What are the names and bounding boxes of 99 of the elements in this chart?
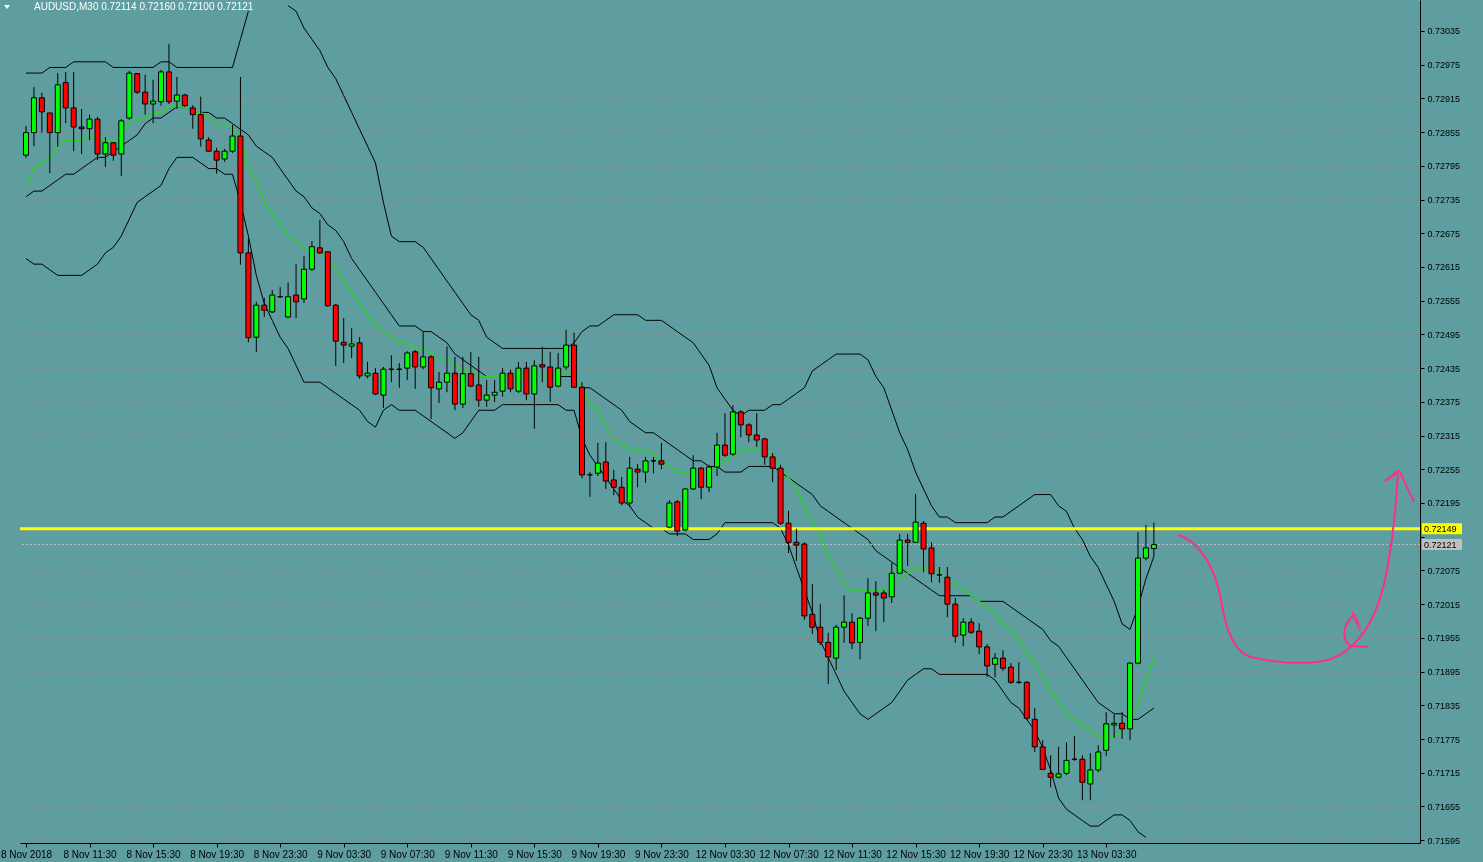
y-tick-label: 0.72375 bbox=[1427, 397, 1461, 408]
candlestick bbox=[22, 125, 29, 159]
candlestick bbox=[872, 580, 879, 632]
candlestick bbox=[737, 409, 744, 438]
y-tick-label: 0.72855 bbox=[1427, 127, 1461, 138]
candlestick bbox=[721, 412, 728, 458]
x-tick-label: 9 Nov 07:30 bbox=[380, 848, 436, 860]
candlestick bbox=[960, 617, 967, 647]
candlestick bbox=[189, 104, 196, 130]
candlestick bbox=[404, 350, 411, 381]
candlestick bbox=[825, 632, 832, 685]
x-tick-label: 13 Nov 03:30 bbox=[1076, 848, 1137, 860]
candlestick bbox=[475, 356, 482, 408]
chart-title: AUDUSD,M30 0.72114 0.72160 0.72100 0.72121 bbox=[34, 1, 254, 12]
candlestick bbox=[340, 317, 347, 364]
candlestick bbox=[412, 349, 419, 390]
candlestick bbox=[745, 422, 752, 443]
x-tick-label: 12 Nov 23:30 bbox=[1013, 848, 1074, 860]
candlestick bbox=[976, 622, 983, 655]
candlestick bbox=[539, 346, 546, 383]
y-tick-label: 0.72795 bbox=[1427, 161, 1461, 172]
candlestick bbox=[984, 643, 991, 678]
candlestick bbox=[443, 345, 450, 393]
candlestick bbox=[436, 371, 443, 404]
candlestick bbox=[1039, 739, 1046, 771]
candlestick bbox=[563, 329, 570, 371]
candlestick bbox=[658, 442, 665, 470]
x-tick-label: 8 Nov 2018 bbox=[0, 848, 53, 860]
y-tick-label: 0.72075 bbox=[1427, 565, 1461, 576]
candlestick bbox=[261, 297, 268, 318]
y-tick-label: 0.72915 bbox=[1427, 93, 1461, 104]
y-tick-label: 0.73035 bbox=[1427, 26, 1461, 37]
candlestick bbox=[316, 219, 323, 255]
y-tick-label: 0.72975 bbox=[1427, 60, 1461, 71]
candlestick bbox=[555, 352, 562, 388]
candlestick bbox=[308, 240, 315, 272]
x-tick-label: 12 Nov 11:30 bbox=[823, 848, 883, 860]
x-tick-label: 9 Nov 03:30 bbox=[317, 848, 372, 860]
y-tick-label: 0.72555 bbox=[1427, 296, 1461, 307]
y-tick-label: 0.71895 bbox=[1427, 667, 1461, 678]
candlestick bbox=[46, 112, 53, 174]
candlestick bbox=[698, 466, 705, 500]
y-tick-label: 0.72015 bbox=[1427, 599, 1461, 610]
x-tick-label: 12 Nov 03:30 bbox=[695, 848, 756, 860]
candlestick bbox=[269, 289, 276, 314]
y-tick-label: 0.71955 bbox=[1427, 633, 1461, 644]
y-tick-label: 0.72615 bbox=[1427, 262, 1461, 273]
ref-line-label: 0.72121 bbox=[1424, 539, 1457, 550]
x-tick-label: 8 Nov 19:30 bbox=[190, 848, 245, 860]
y-tick-label: 0.71775 bbox=[1427, 734, 1461, 745]
candlestick bbox=[285, 282, 292, 319]
candlestick bbox=[753, 412, 760, 448]
candlestick bbox=[992, 652, 999, 678]
candlestick bbox=[690, 454, 697, 491]
candlestick bbox=[142, 74, 149, 116]
y-tick-label: 0.72435 bbox=[1427, 363, 1461, 374]
y-tick-label: 0.72195 bbox=[1427, 498, 1461, 509]
candlestick bbox=[618, 476, 625, 506]
y-tick-label: 0.72495 bbox=[1427, 329, 1461, 340]
x-tick-label: 9 Nov 15:30 bbox=[507, 848, 563, 860]
candlestick bbox=[849, 612, 856, 650]
candlestick bbox=[1142, 524, 1149, 561]
candlestick bbox=[817, 603, 824, 646]
x-tick-label: 8 Nov 23:30 bbox=[253, 848, 309, 860]
x-tick-label: 8 Nov 15:30 bbox=[126, 848, 181, 860]
x-tick-label: 12 Nov 19:30 bbox=[949, 848, 1010, 860]
y-tick-label: 0.71655 bbox=[1427, 801, 1461, 812]
y-tick-label: 0.72315 bbox=[1427, 431, 1461, 442]
candlestick bbox=[841, 594, 848, 644]
candlestick bbox=[602, 441, 609, 490]
ref-line-label: 0.72149 bbox=[1424, 523, 1457, 534]
candlestick bbox=[1007, 662, 1014, 685]
candlestick bbox=[467, 351, 474, 388]
candlestick bbox=[594, 442, 601, 477]
y-tick-label: 0.71595 bbox=[1427, 835, 1461, 846]
candlestick bbox=[880, 589, 887, 623]
x-tick-label: 12 Nov 15:30 bbox=[886, 848, 947, 860]
candlestick bbox=[38, 92, 45, 134]
candlestick bbox=[293, 263, 300, 319]
y-tick-label: 0.72735 bbox=[1427, 195, 1461, 206]
y-tick-label: 0.71715 bbox=[1427, 768, 1461, 779]
candlestick bbox=[999, 649, 1006, 672]
candlestick bbox=[586, 471, 593, 498]
x-tick-label: 12 Nov 07:30 bbox=[759, 848, 820, 860]
x-tick-label: 9 Nov 11:30 bbox=[444, 848, 499, 860]
candlestick bbox=[420, 331, 427, 370]
candlestick bbox=[134, 72, 141, 95]
candlestick bbox=[888, 562, 895, 604]
y-tick-label: 0.72675 bbox=[1427, 228, 1461, 239]
x-tick-label: 8 Nov 11:30 bbox=[63, 848, 118, 860]
y-tick-label: 0.71835 bbox=[1427, 700, 1461, 711]
candlestick bbox=[547, 351, 554, 403]
candlestick bbox=[1095, 744, 1102, 773]
candlestick bbox=[610, 469, 617, 496]
candlestick bbox=[706, 464, 713, 493]
x-tick-label: 9 Nov 23:30 bbox=[634, 848, 690, 860]
x-tick-label: 9 Nov 19:30 bbox=[571, 848, 626, 860]
candlestick bbox=[714, 432, 721, 477]
y-tick-label: 0.72255 bbox=[1427, 464, 1461, 475]
